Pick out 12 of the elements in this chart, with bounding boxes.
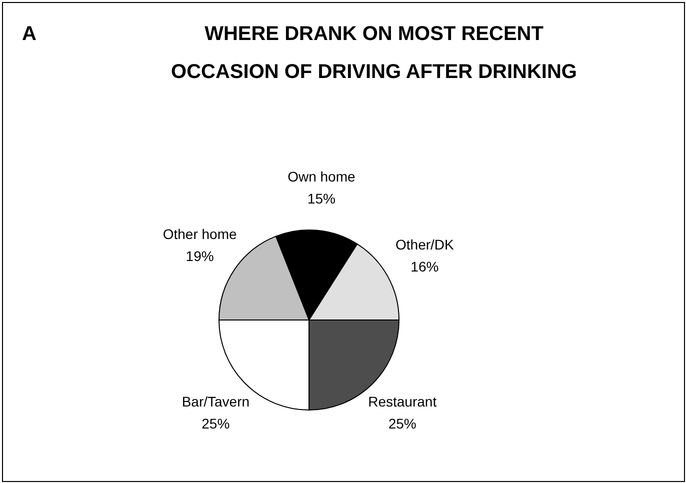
data-label: 16%	[410, 258, 439, 274]
slice-label: Bar/Tavern	[182, 393, 250, 410]
slice-label: Restaurant	[368, 393, 437, 410]
text: A	[22, 23, 36, 45]
slice-label: Own home	[288, 168, 356, 185]
data-label: 15%	[307, 190, 336, 207]
chart-title: WHERE DRANK ON MOST RECENT OCCASION OF DRIVING AFTER DRINKING	[171, 23, 577, 83]
data-label: 25%	[388, 415, 416, 432]
data-label: 25%	[202, 415, 230, 432]
slice-label: Other home	[162, 226, 237, 242]
data-label: 19%	[186, 248, 214, 264]
slice-label: Other/DK	[395, 236, 455, 252]
